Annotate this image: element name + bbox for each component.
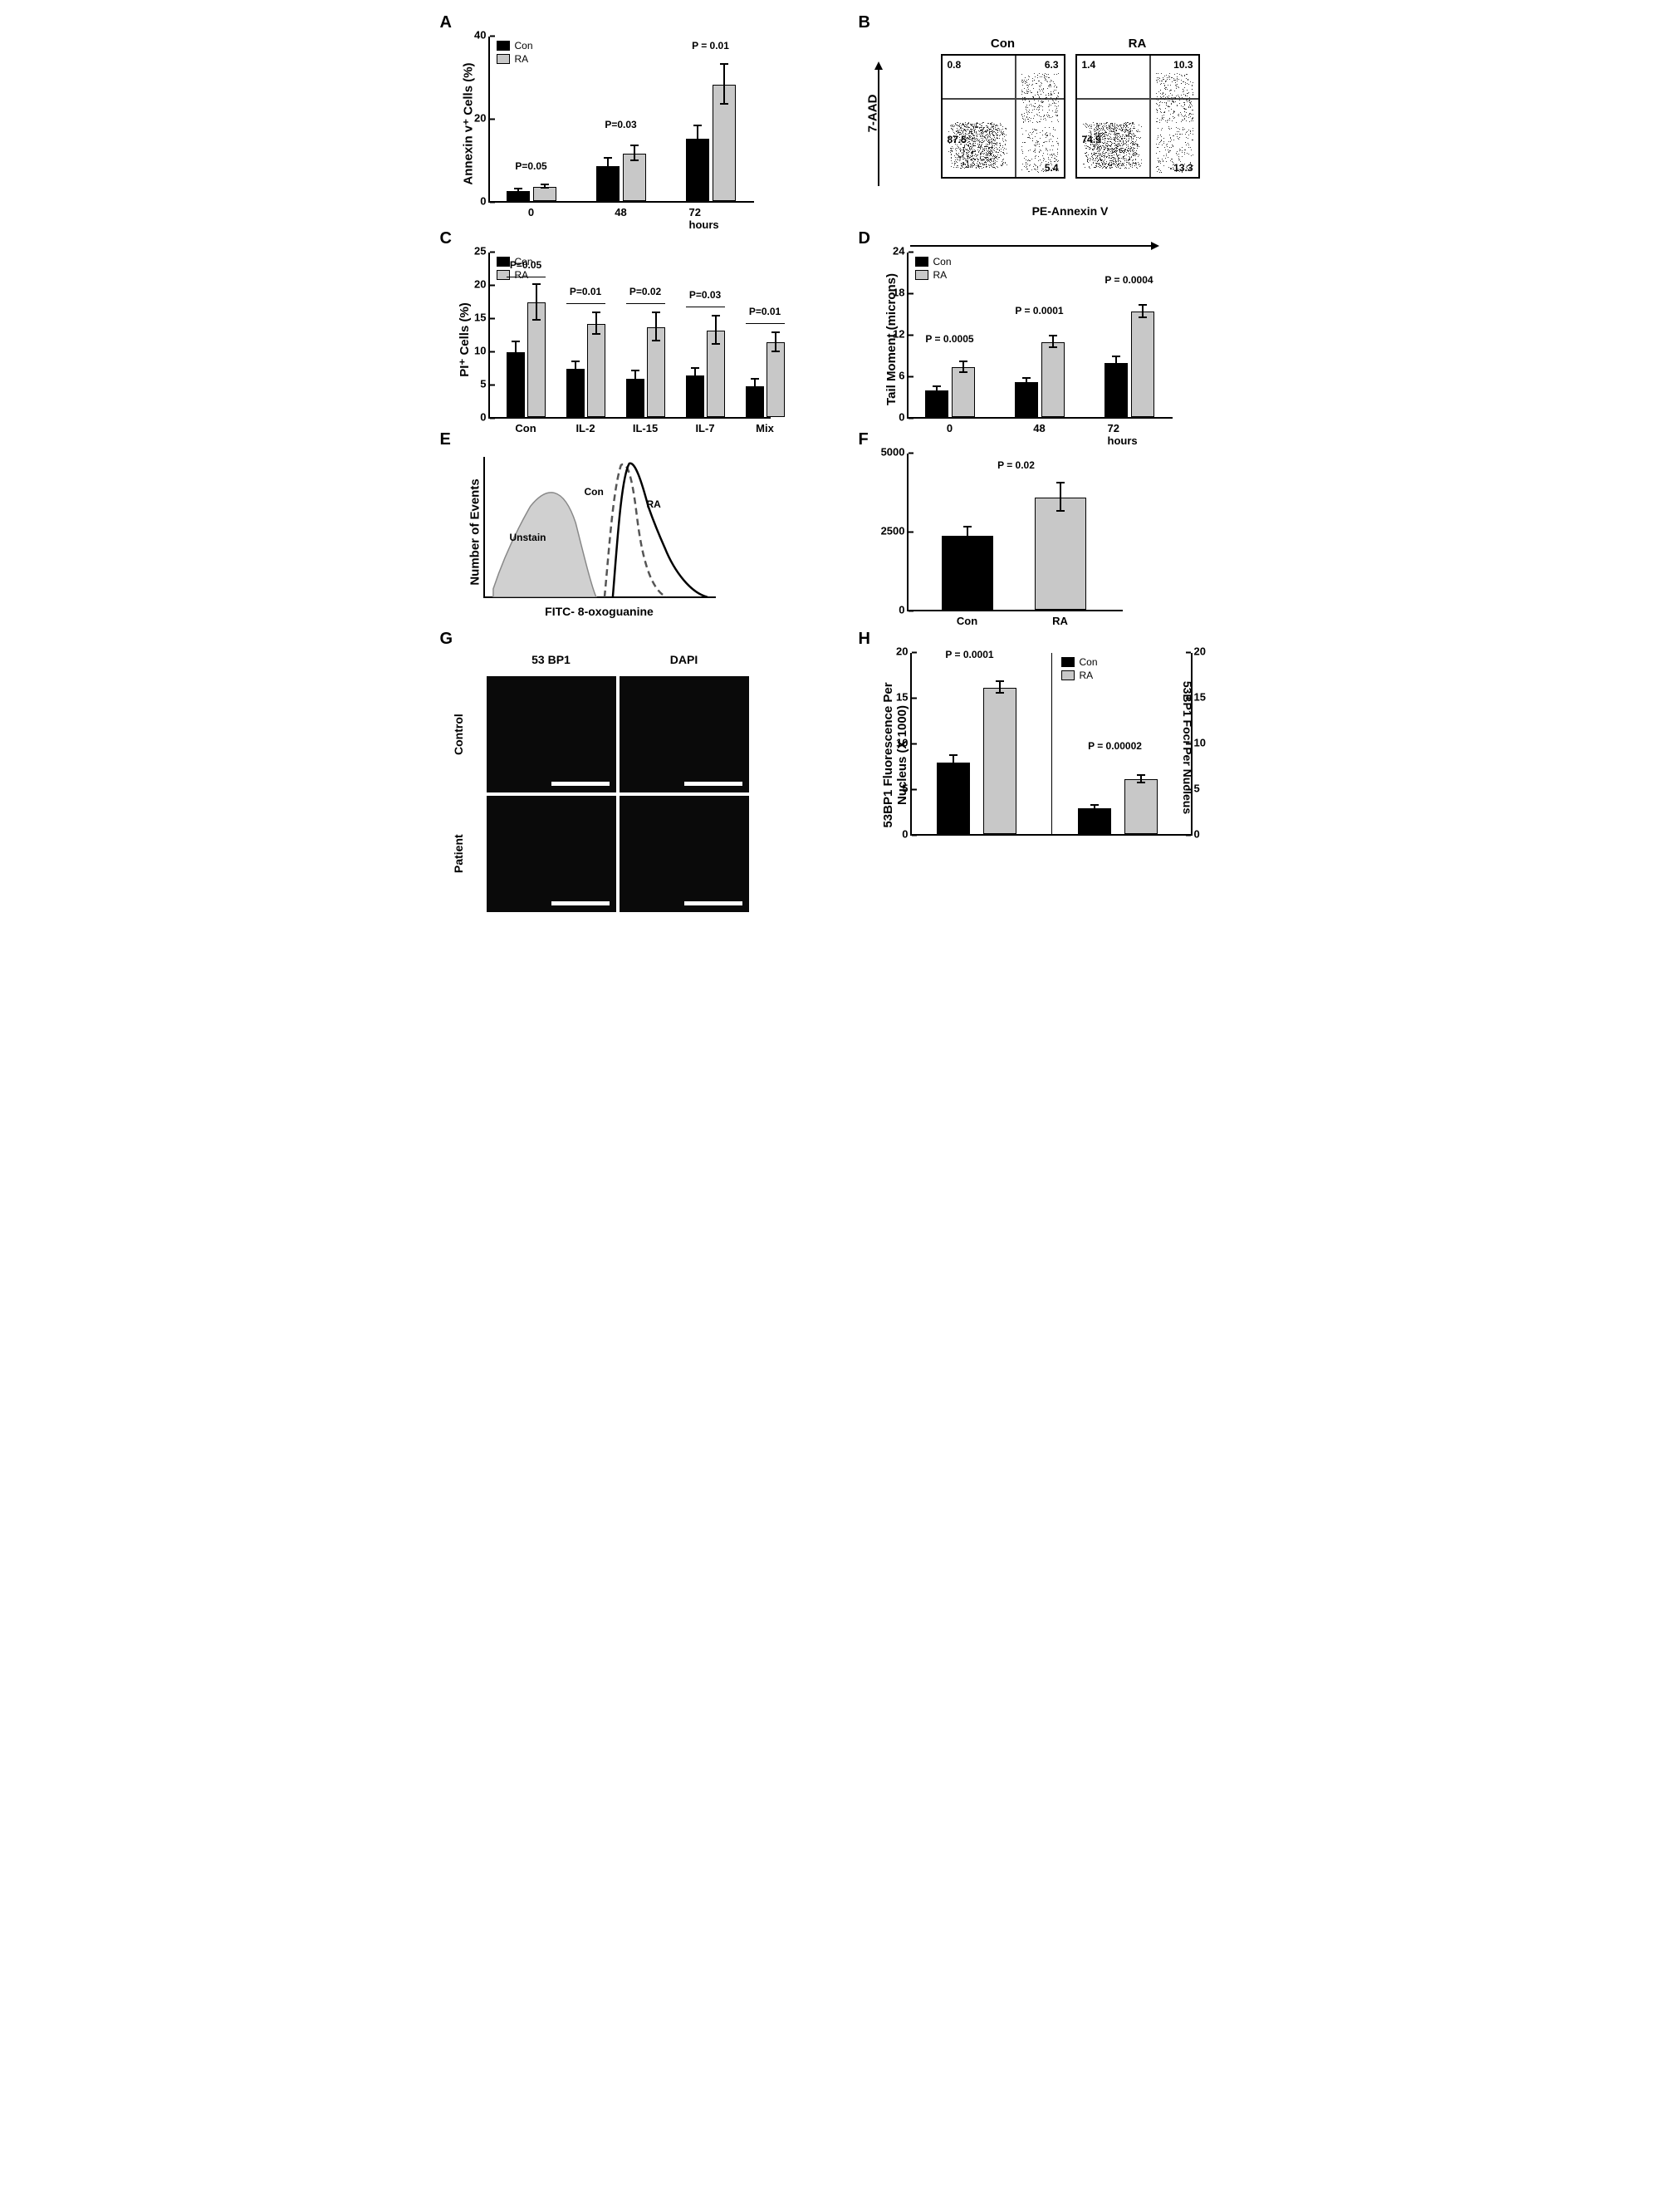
panel-G-label: G [440, 630, 453, 649]
panel-B-label: B [859, 13, 870, 32]
panel-F-label: F [859, 430, 869, 449]
panel-D-ylabel: Tail Moment (microns) [884, 273, 898, 405]
y-arrow-icon [874, 61, 884, 186]
panel-C-chart: 0510152025ConRAConP=0.05IL-2P=0.01IL-15P… [488, 253, 771, 419]
panel-D-label: D [859, 229, 870, 248]
panel-H-label: H [859, 630, 870, 649]
panel-C-label: C [440, 229, 452, 248]
panel-A: A 02040ConRA0P=0.0548P=0.0372 hoursP = 0… [433, 17, 829, 218]
label-ra: RA [647, 498, 661, 510]
panel-H-divider [1051, 653, 1053, 834]
panel-B-body: Con0.86.387.55.4RA1.410.374.913.3 7-AAD … [894, 37, 1247, 218]
panel-C-ylabel: PI⁺ Cells (%) [456, 302, 471, 377]
histogram-svg [485, 457, 716, 597]
panel-E-xlabel: FITC- 8-oxoguanine [483, 605, 716, 618]
panel-G-micrographs: 53 BP1DAPIControlPatient [433, 653, 749, 912]
label-unstain: Unstain [510, 532, 546, 543]
panel-B: B Con0.86.387.55.4RA1.410.374.913.3 7-AA… [852, 17, 1247, 218]
panel-A-ylabel: Annexin v⁺ Cells (%) [460, 62, 475, 184]
panel-A-label: A [440, 13, 452, 32]
label-con: Con [585, 486, 604, 498]
panel-E-ylabel: Number of Events [468, 478, 482, 585]
panel-E-label: E [440, 430, 451, 449]
facs-row: Con0.86.387.55.4RA1.410.374.913.3 [894, 37, 1247, 183]
panel-H-ylabel-right: 53BP1 Foci Per Nucleus [1181, 665, 1194, 831]
panel-H: H 0510152005101520ConRAP = 0.0001P = 0.0… [852, 633, 1247, 912]
panel-D-chart: 06121824ConRA0P = 0.000548P = 0.000172 h… [907, 253, 1173, 419]
figure-grid: A 02040ConRA0P=0.0548P=0.0372 hoursP = 0… [433, 17, 1247, 912]
panel-D: D 06121824ConRA0P = 0.000548P = 0.000172… [852, 233, 1247, 419]
panel-F: F 025005000ConRAP = 0.02 [852, 434, 1247, 618]
panel-C: C 0510152025ConRAConP=0.05IL-2P=0.01IL-1… [433, 233, 829, 419]
panel-H-ylabel-left: 53BP1 Fluorescence PerNucleus (X 1000) [881, 672, 909, 838]
panel-G: G 53 BP1DAPIControlPatient [433, 633, 829, 912]
panel-H-chart: 0510152005101520ConRAP = 0.0001P = 0.000… [910, 653, 1193, 836]
panel-E-histogram: Unstain Con RA [483, 457, 716, 598]
panel-A-chart: 02040ConRA0P=0.0548P=0.0372 hoursP = 0.0… [488, 37, 754, 203]
panel-B-xlabel: PE-Annexin V [894, 204, 1247, 218]
panel-F-chart: 025005000ConRAP = 0.02 [907, 454, 1123, 611]
panel-E: E Unstain Con RA Number of Events FITC- … [433, 434, 829, 618]
